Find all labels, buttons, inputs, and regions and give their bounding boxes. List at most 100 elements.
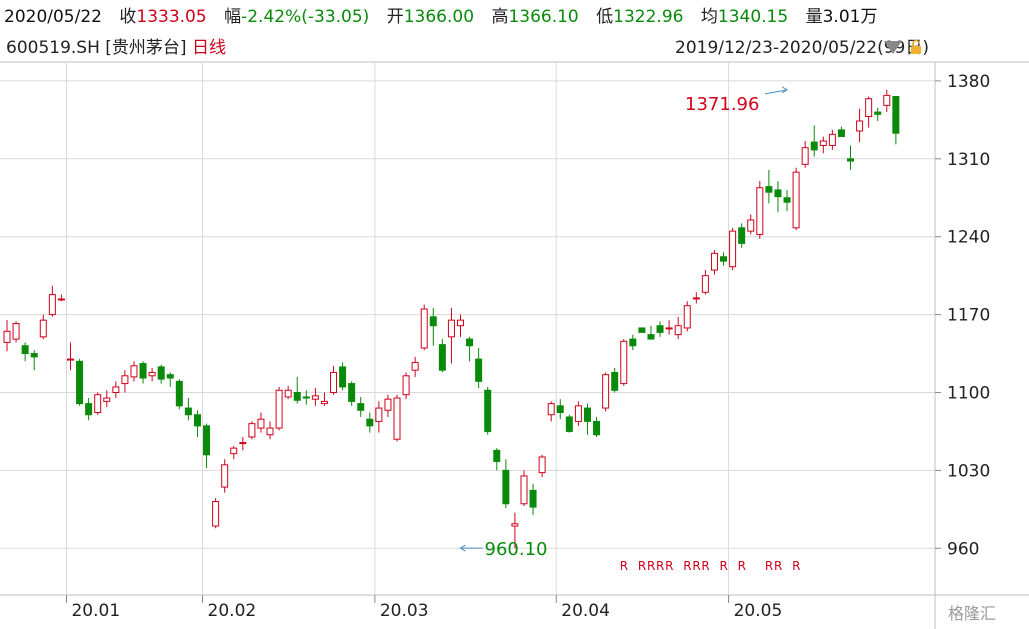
candle-body bbox=[21, 345, 29, 355]
candle-body bbox=[602, 374, 610, 409]
candle bbox=[457, 314, 464, 337]
candle-body bbox=[457, 319, 464, 327]
candle bbox=[330, 365, 338, 395]
candle bbox=[21, 342, 29, 362]
candle-body bbox=[139, 363, 147, 379]
dropdown-triangle-icon[interactable] bbox=[884, 41, 902, 54]
candle-body bbox=[420, 308, 428, 349]
candle bbox=[493, 448, 501, 471]
lock-icon[interactable] bbox=[910, 39, 922, 55]
candle-body bbox=[429, 316, 437, 327]
candle-body bbox=[76, 360, 84, 405]
candle bbox=[112, 381, 120, 399]
candle-body bbox=[94, 394, 102, 414]
candle-body bbox=[511, 523, 519, 527]
candle-body bbox=[248, 423, 256, 438]
candle-body bbox=[892, 95, 900, 134]
r-marker: R bbox=[792, 559, 800, 573]
candle-body bbox=[475, 358, 483, 382]
candle-body bbox=[320, 400, 328, 405]
open-value: 1366.00 bbox=[403, 7, 475, 27]
low-label: 低 bbox=[596, 7, 614, 27]
candle-body bbox=[538, 456, 546, 474]
candle-body bbox=[520, 475, 528, 505]
candle-body bbox=[547, 403, 555, 416]
r-marker: R bbox=[774, 559, 782, 573]
candle bbox=[729, 227, 737, 271]
candle-body bbox=[130, 365, 138, 378]
date-range[interactable]: 2019/12/23-2020/05/22(99日) bbox=[675, 38, 929, 58]
candle-body bbox=[166, 374, 174, 379]
candle-body bbox=[665, 327, 673, 330]
candle bbox=[593, 416, 601, 437]
candle-body bbox=[112, 386, 120, 393]
candle bbox=[402, 372, 410, 400]
y-tick-label: 1310 bbox=[947, 150, 990, 170]
candle bbox=[348, 381, 356, 406]
quote-bar: 2020/05/22 收1333.05 幅-2.42%(-33.05) 开136… bbox=[0, 0, 1029, 34]
r-marker: R bbox=[665, 559, 673, 573]
candle-body bbox=[837, 129, 845, 138]
r-marker: R bbox=[656, 559, 664, 573]
candle-body bbox=[175, 380, 183, 407]
candle bbox=[212, 498, 220, 529]
candle-body bbox=[865, 98, 873, 118]
candle-body bbox=[556, 405, 564, 414]
candle bbox=[656, 321, 664, 337]
volume-label: 量 bbox=[805, 7, 823, 27]
candle bbox=[157, 364, 165, 384]
candle bbox=[629, 334, 637, 351]
y-tick-label: 1170 bbox=[947, 306, 990, 326]
candle bbox=[193, 410, 201, 437]
candle bbox=[139, 361, 147, 384]
candle-body bbox=[384, 398, 392, 411]
watermark: 格隆汇 bbox=[948, 604, 997, 623]
candle bbox=[828, 129, 836, 150]
candle bbox=[611, 368, 619, 393]
stock-name: [贵州茅台] bbox=[105, 38, 187, 58]
y-tick-label: 1240 bbox=[947, 228, 990, 248]
candle bbox=[366, 412, 374, 433]
candle-body bbox=[611, 371, 619, 391]
candle-body bbox=[783, 197, 791, 203]
candle bbox=[66, 342, 74, 371]
candle-body bbox=[184, 407, 192, 416]
candle bbox=[85, 398, 93, 421]
candle bbox=[602, 372, 610, 412]
candle bbox=[384, 394, 392, 417]
candle-body bbox=[647, 334, 655, 340]
low-arrow bbox=[459, 544, 466, 552]
x-tick-label: 20.05 bbox=[734, 601, 783, 621]
candle bbox=[819, 136, 827, 154]
candle-body bbox=[502, 469, 510, 505]
candle-body bbox=[792, 171, 800, 229]
candle-body bbox=[330, 371, 338, 393]
x-tick-label: 20.02 bbox=[208, 601, 257, 621]
candle-body bbox=[266, 427, 274, 436]
candle-body bbox=[683, 305, 691, 329]
candle-body bbox=[720, 256, 728, 262]
candle bbox=[76, 359, 84, 406]
x-tick-label: 20.01 bbox=[71, 601, 120, 621]
candle bbox=[475, 347, 483, 389]
r-marker: R bbox=[647, 559, 655, 573]
candle bbox=[801, 141, 809, 168]
candle bbox=[466, 336, 474, 362]
y-tick-label: 1100 bbox=[947, 383, 990, 403]
candle bbox=[847, 145, 855, 170]
candle-body bbox=[765, 186, 773, 193]
r-marker: R bbox=[701, 559, 709, 573]
candle-body bbox=[221, 464, 229, 488]
candle-body bbox=[874, 111, 882, 115]
candle-body bbox=[357, 403, 365, 411]
candle-body bbox=[438, 344, 446, 371]
candle bbox=[856, 108, 864, 143]
candle bbox=[574, 401, 582, 426]
candle bbox=[484, 386, 492, 435]
candle-body bbox=[729, 230, 737, 268]
candle-body bbox=[819, 140, 827, 146]
avg-label: 均 bbox=[700, 7, 718, 27]
candle bbox=[810, 125, 818, 157]
